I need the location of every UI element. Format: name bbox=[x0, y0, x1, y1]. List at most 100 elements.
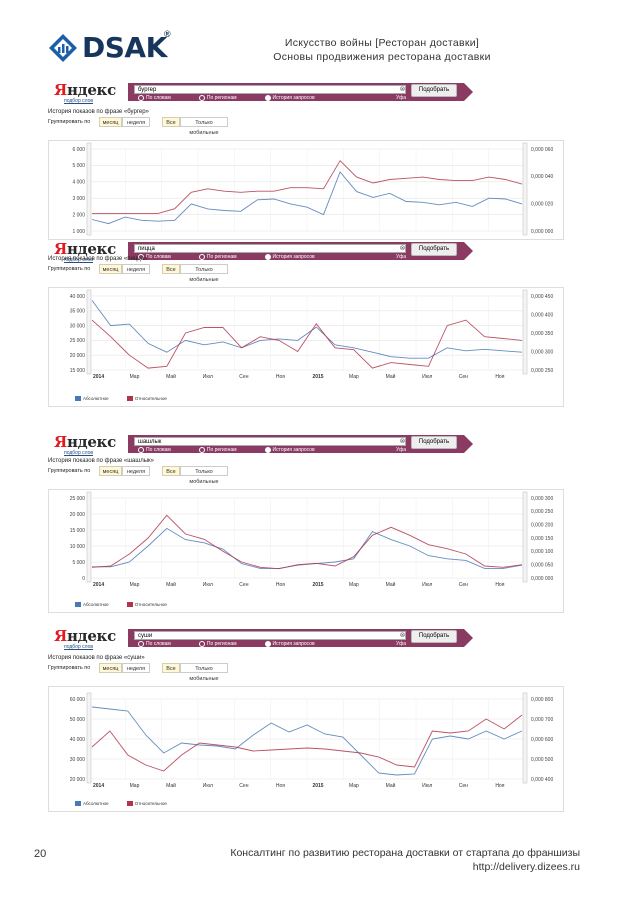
radio-dot-icon bbox=[264, 95, 271, 101]
x-tick-label: Ноя bbox=[276, 374, 285, 380]
history-title: История показов по фразе «суши» bbox=[48, 655, 145, 661]
document-header: Искусство войны [Ресторан доставки] Осно… bbox=[232, 36, 532, 64]
tab-all[interactable]: Все bbox=[162, 466, 180, 476]
tab-all[interactable]: Все bbox=[162, 264, 180, 274]
x-tick-label: Сен bbox=[239, 582, 248, 588]
radio-history-label: История запросов bbox=[272, 95, 315, 102]
x-tick-label: Мар bbox=[349, 783, 359, 789]
chart-svg: 6 000 5 000 4 000 3 000 2 000 1 000 0,000 060 0… bbox=[72, 142, 553, 236]
radio-history[interactable]: История запросов bbox=[264, 254, 329, 260]
range-handle[interactable] bbox=[86, 289, 92, 375]
range-handle[interactable] bbox=[86, 142, 92, 236]
podobrat-button[interactable]: Подобрать bbox=[411, 243, 457, 256]
x-tick-label: Мар bbox=[130, 374, 140, 380]
legend-relative[interactable]: Относительное bbox=[126, 602, 167, 608]
history-chart: 25 000 20 000 15 000 10 000 5 000 0 0,000 300 0… bbox=[48, 489, 564, 613]
radio-dot-icon bbox=[198, 447, 205, 453]
group-by-label: Группировать по bbox=[48, 119, 91, 125]
clear-input-icon[interactable]: ⊗ bbox=[399, 245, 406, 252]
clear-input-icon[interactable]: ⊗ bbox=[399, 438, 406, 445]
podbor-slov-link[interactable]: подбор слов bbox=[64, 450, 94, 456]
region-label[interactable]: Уфа bbox=[396, 447, 407, 453]
podbor-slov-link[interactable]: подбор слов bbox=[64, 257, 94, 263]
x-tick-label: 2014 bbox=[93, 374, 104, 380]
podbor-slov-link[interactable]: подбор слов bbox=[64, 644, 94, 650]
region-label[interactable]: Уфа bbox=[396, 641, 407, 647]
legend-relative[interactable]: Относительное bbox=[126, 396, 167, 402]
yandex-search-bar: Яндекс подбор слов суши ⊗ Подобрать По словам… bbox=[34, 626, 473, 650]
radio-dot-icon bbox=[138, 95, 144, 101]
legend-swatch bbox=[126, 396, 133, 402]
radio-by-words[interactable]: По словам bbox=[138, 641, 185, 647]
radio-by-words[interactable]: По словам bbox=[138, 254, 185, 260]
search-input[interactable]: пицца bbox=[134, 244, 406, 253]
tab-mobile[interactable]: Только мобильные bbox=[180, 466, 228, 485]
search-input[interactable]: суши bbox=[134, 631, 406, 640]
x-tick-label: Май bbox=[166, 581, 176, 588]
radio-by-regions[interactable]: По регионам bbox=[198, 254, 251, 260]
tab-week[interactable]: неделя bbox=[122, 663, 150, 673]
radio-by-words[interactable]: По словам bbox=[138, 95, 185, 101]
tab-all[interactable]: Все bbox=[162, 117, 180, 127]
podobrat-button[interactable]: Подобрать bbox=[411, 630, 457, 643]
left-tick-label: 4 000 bbox=[72, 180, 85, 186]
yandex-logo-rest: ндекс bbox=[66, 81, 116, 99]
tab-month[interactable]: месяц bbox=[99, 117, 122, 127]
left-tick-label: 50 000 bbox=[70, 717, 86, 723]
podobrat-button[interactable]: Подобрать bbox=[411, 84, 457, 97]
tab-week[interactable]: неделя bbox=[122, 466, 150, 476]
legend-absolute[interactable]: Абсолютное bbox=[75, 396, 109, 402]
right-tick-label: 0,000 000 bbox=[531, 576, 553, 582]
x-tick-label: Сен bbox=[459, 374, 468, 380]
radio-dot-icon bbox=[138, 641, 144, 647]
radio-by-regions[interactable]: По регионам bbox=[198, 447, 251, 453]
range-handle[interactable] bbox=[86, 491, 92, 583]
region-label[interactable]: Уфа bbox=[396, 254, 407, 260]
radio-history[interactable]: История запросов bbox=[264, 95, 329, 102]
history-title: История показов по фразе «бургер» bbox=[48, 109, 149, 115]
radio-by-words[interactable]: По словам bbox=[138, 447, 185, 453]
right-tick-label: 0,000 020 bbox=[531, 201, 553, 207]
left-tick-label: 15 000 bbox=[70, 528, 86, 534]
tab-mobile[interactable]: Только мобильные bbox=[180, 264, 228, 283]
tab-week[interactable]: неделя bbox=[122, 117, 150, 127]
left-tick-label: 5 000 bbox=[72, 163, 85, 169]
legend-relative[interactable]: Относительное bbox=[126, 801, 167, 807]
footer-line-2: http://delivery.dizees.ru bbox=[472, 861, 580, 873]
history-chart: 40 000 35 000 30 000 25 000 20 000 15 000 0,00… bbox=[48, 287, 564, 407]
left-tick-label: 35 000 bbox=[70, 309, 86, 315]
radio-by-regions[interactable]: По регионам bbox=[198, 641, 251, 647]
tab-mobile[interactable]: Только мобильные bbox=[180, 663, 228, 682]
range-handle[interactable] bbox=[86, 692, 92, 784]
radio-history[interactable]: История запросов bbox=[264, 641, 329, 648]
range-handle[interactable] bbox=[522, 289, 528, 375]
dsak-logo-mark-icon bbox=[49, 34, 77, 62]
tab-month[interactable]: месяц bbox=[99, 264, 122, 274]
tab-all[interactable]: Все bbox=[162, 663, 180, 673]
logo-registered-mark: ® bbox=[164, 29, 171, 39]
right-tick-label: 0,000 450 bbox=[531, 294, 553, 300]
clear-input-icon[interactable]: ⊗ bbox=[399, 86, 406, 93]
search-input[interactable]: бургер bbox=[134, 85, 406, 94]
range-handle[interactable] bbox=[522, 142, 528, 236]
radio-history[interactable]: История запросов bbox=[264, 447, 329, 453]
range-handle[interactable] bbox=[522, 491, 528, 583]
radio-by-regions[interactable]: По регионам bbox=[198, 95, 251, 101]
region-label[interactable]: Уфа bbox=[396, 95, 407, 101]
podobrat-button[interactable]: Подобрать bbox=[411, 436, 457, 449]
legend-absolute[interactable]: Абсолютное bbox=[75, 801, 109, 807]
legend-swatch bbox=[75, 602, 81, 608]
clear-input-icon[interactable]: ⊗ bbox=[399, 632, 406, 639]
legend-absolute[interactable]: Абсолютное bbox=[75, 602, 109, 608]
chart-svg: 25 000 20 000 15 000 10 000 5 000 0 0,000 300 0… bbox=[70, 491, 553, 588]
yandex-logo-first-letter: Я bbox=[54, 240, 67, 258]
tab-mobile[interactable]: Только мобильные bbox=[180, 117, 228, 136]
range-handle[interactable] bbox=[522, 692, 528, 784]
search-input[interactable]: шашлык bbox=[134, 437, 406, 446]
history-title: История показов по фразе «шашлык» bbox=[48, 458, 154, 464]
podbor-slov-link[interactable]: подбор слов bbox=[64, 98, 94, 104]
tab-month[interactable]: месяц bbox=[99, 663, 122, 673]
tab-week[interactable]: неделя bbox=[122, 264, 150, 274]
tab-month[interactable]: месяц bbox=[99, 466, 122, 476]
radio-history-label: История запросов bbox=[272, 641, 315, 648]
